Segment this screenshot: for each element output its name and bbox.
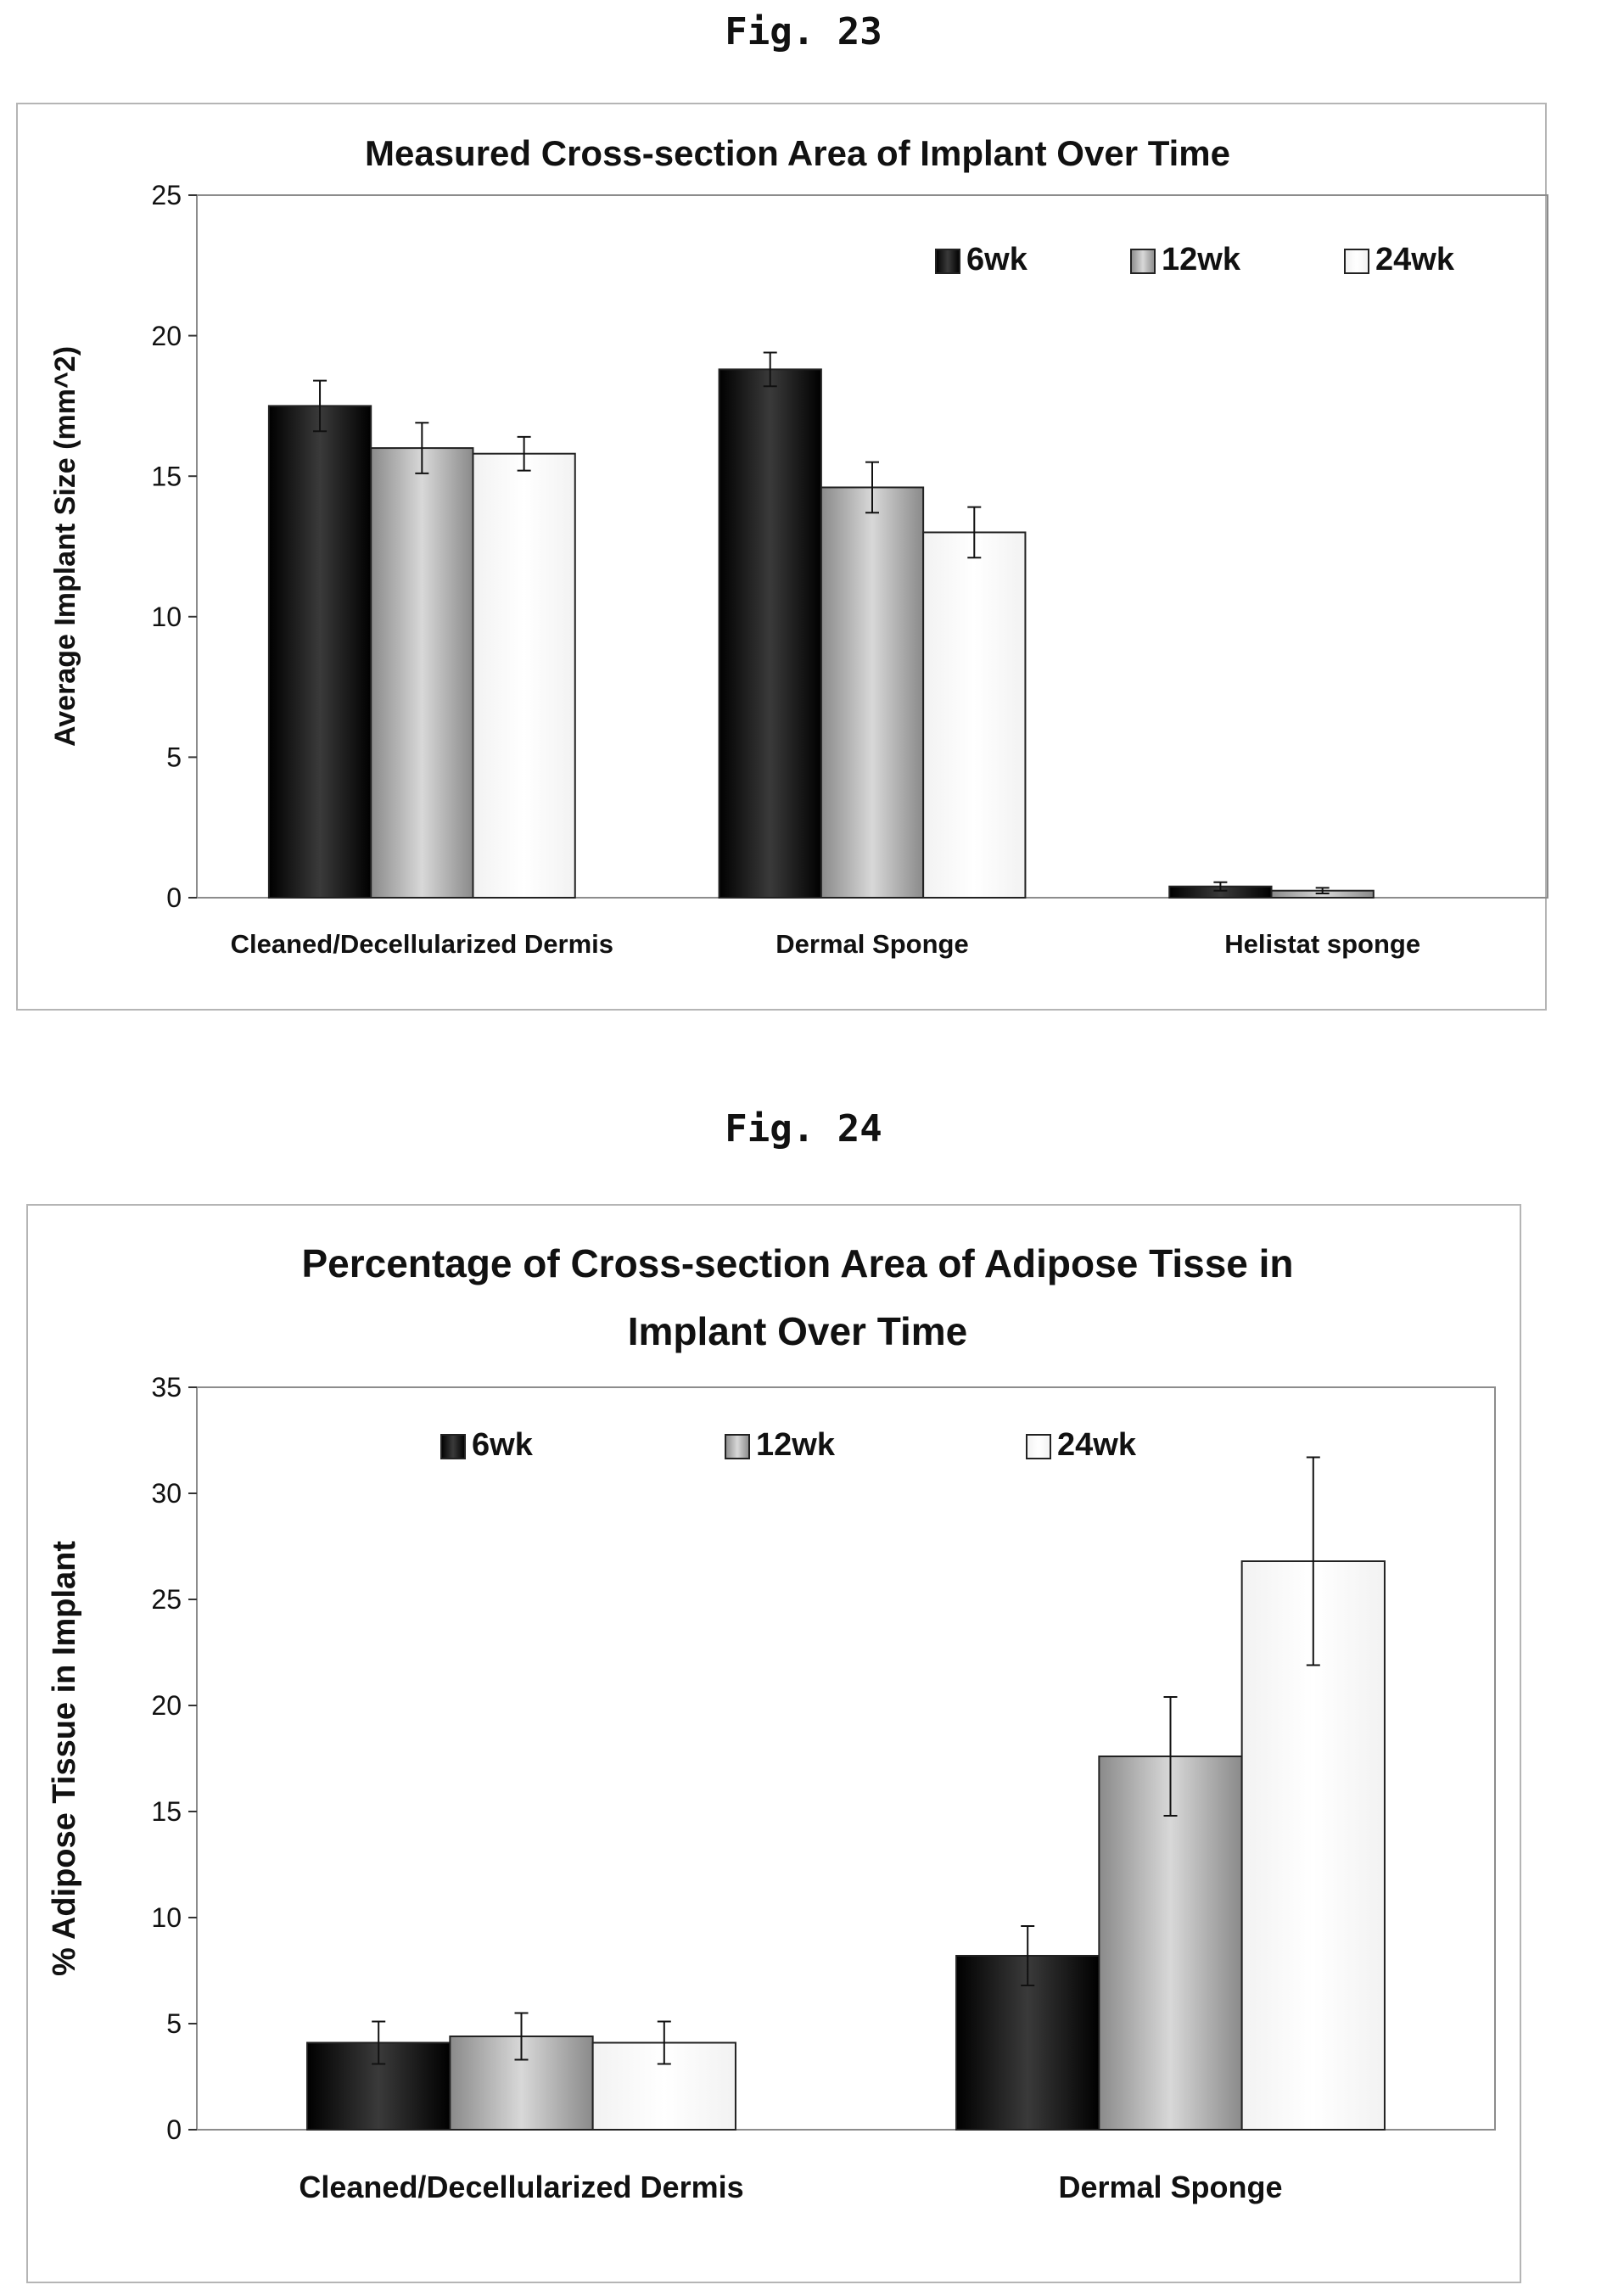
chart-title: Implant Over Time: [628, 1309, 968, 1353]
x-category-label: Cleaned/Decellularized Dermis: [231, 929, 613, 959]
x-category-label: Cleaned/Decellularized Dermis: [299, 2170, 743, 2204]
chart-implant-area: Measured Cross-section Area of Implant O…: [16, 103, 1548, 1011]
y-tick-label: 5: [166, 2008, 182, 2039]
legend-label-6wk: 6wk: [966, 242, 1028, 277]
x-category-label: Dermal Sponge: [776, 929, 968, 959]
legend-label-6wk: 6wk: [472, 1427, 534, 1463]
legend-label-12wk: 12wk: [1162, 242, 1241, 277]
y-tick-label: 25: [151, 1584, 182, 1615]
y-tick-label: 20: [151, 321, 182, 351]
chart-title: Percentage of Cross-section Area of Adip…: [301, 1241, 1293, 1285]
x-category-label: Helistat sponge: [1224, 929, 1420, 959]
x-category-label: Dermal Sponge: [1058, 2170, 1282, 2204]
plot-area: [196, 1386, 1496, 2131]
bar-24wk-1: [922, 531, 1027, 899]
y-axis-label: Average Implant Size (mm^2): [49, 346, 81, 747]
legend-swatch-24wk: [1344, 249, 1369, 274]
y-tick-label: 5: [166, 742, 182, 773]
legend-swatch-6wk: [935, 249, 960, 274]
y-tick-label: 20: [151, 1690, 182, 1721]
y-tick-label: 35: [151, 1372, 182, 1403]
y-tick-label: 30: [151, 1478, 182, 1509]
legend-swatch-6wk: [440, 1434, 466, 1459]
y-tick-label: 10: [151, 1902, 182, 1933]
bar-6wk-1: [718, 368, 822, 899]
bar-12wk-1: [820, 486, 925, 899]
legend-label-12wk: 12wk: [756, 1427, 836, 1463]
legend-swatch-24wk: [1026, 1434, 1051, 1459]
y-tick-label: 15: [151, 1796, 182, 1827]
legend-swatch-12wk: [1130, 249, 1156, 274]
bar-24wk-0: [472, 452, 576, 899]
legend-label-24wk: 24wk: [1057, 1427, 1137, 1463]
bar-12wk-1: [1098, 1756, 1243, 2131]
bar-6wk-0: [267, 405, 372, 899]
y-tick-label: 0: [166, 2114, 182, 2145]
y-axis-label: % Adipose Tissue in Implant: [47, 1541, 82, 1976]
y-tick-label: 25: [151, 180, 182, 210]
y-tick-label: 15: [151, 461, 182, 491]
y-tick-label: 0: [166, 882, 182, 913]
chart-title: Measured Cross-section Area of Implant O…: [365, 133, 1230, 173]
y-tick-label: 10: [151, 602, 182, 632]
figure-24-label: Fig. 24: [725, 1107, 882, 1151]
legend-label-24wk: 24wk: [1375, 242, 1455, 277]
legend-swatch-12wk: [725, 1434, 750, 1459]
figure-23-label: Fig. 23: [725, 10, 882, 53]
